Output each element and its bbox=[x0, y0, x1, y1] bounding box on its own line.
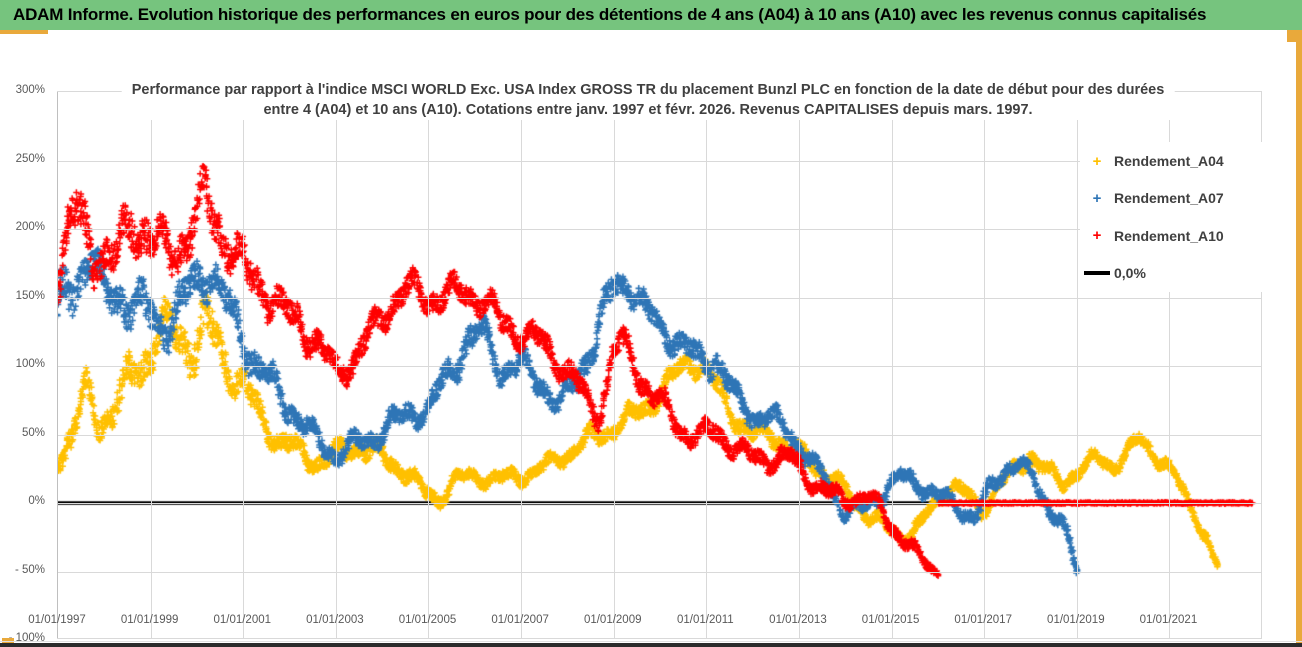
gridline-v bbox=[428, 92, 430, 638]
gridline-v bbox=[243, 92, 245, 638]
window-title: ADAM Informe. Evolution historique des p… bbox=[13, 5, 1207, 24]
y-tick-label: 100% bbox=[15, 358, 45, 370]
x-tick-label: 01/01/2015 bbox=[861, 614, 920, 626]
gridline-v bbox=[1076, 92, 1078, 638]
gridline-v bbox=[798, 92, 800, 638]
legend-plus-marker-icon: + bbox=[1092, 189, 1102, 207]
x-tick-label: 01/01/2005 bbox=[398, 614, 457, 626]
x-tick-label: 01/01/2003 bbox=[306, 614, 364, 626]
gridline-v bbox=[150, 92, 152, 638]
legend-plus-marker-icon: + bbox=[1092, 227, 1102, 245]
gridline-h bbox=[58, 503, 1261, 504]
legend-item[interactable]: 0,0% bbox=[1080, 258, 1264, 288]
gold-border-corner bbox=[1287, 30, 1302, 42]
chart-title-line1: Performance par rapport à l'indice MSCI … bbox=[131, 82, 1165, 98]
y-axis-line bbox=[57, 92, 58, 638]
y-tick-label: 300% bbox=[15, 84, 45, 96]
legend-item[interactable]: + Rendement_A07 bbox=[1080, 183, 1264, 213]
y-tick-label: 250% bbox=[15, 152, 45, 165]
y-tick-label: 0% bbox=[28, 495, 45, 507]
legend-zero-line-icon bbox=[1084, 270, 1110, 275]
gold-border-right bbox=[1296, 30, 1302, 643]
gridline-v bbox=[984, 92, 986, 638]
y-tick-label: 150% bbox=[15, 289, 45, 302]
sheet-row-line bbox=[0, 641, 1302, 642]
y-tick-label: - 50% bbox=[14, 563, 45, 576]
x-tick-label: 01/01/1999 bbox=[120, 614, 179, 626]
gridline-h bbox=[58, 297, 1261, 299]
gridline-v bbox=[335, 92, 337, 638]
x-tick-label: 01/01/2017 bbox=[954, 614, 1012, 626]
x-tick-label: 01/01/2019 bbox=[1047, 614, 1105, 626]
x-tick-label: 01/01/2021 bbox=[1139, 614, 1198, 626]
chart-title: Performance par rapport à l'indice MSCI … bbox=[121, 80, 1175, 120]
legend-plus-marker-icon: + bbox=[1092, 152, 1102, 170]
legend[interactable]: + Rendement_A04 + Rendement_A07 + Rendement_A… bbox=[1080, 142, 1264, 292]
chart-region[interactable]: Performance par rapport à l'indice MSCI … bbox=[0, 30, 1296, 644]
gridline-v bbox=[1169, 92, 1171, 638]
x-tick-label: 01/01/2001 bbox=[213, 614, 272, 626]
gold-border-bottom-square bbox=[2, 638, 14, 646]
legend-item-label: Rendement_A07 bbox=[1114, 190, 1224, 207]
y-tick-label: 200% bbox=[15, 221, 45, 233]
legend-item-label: Rendement_A04 bbox=[1114, 153, 1224, 169]
legend-item-label: Rendement_A10 bbox=[1114, 227, 1224, 244]
plot-area[interactable] bbox=[57, 91, 1263, 640]
x-tick-label: 01/01/2007 bbox=[491, 614, 549, 626]
legend-item[interactable]: + Rendement_A10 bbox=[1080, 221, 1264, 251]
x-tick-label: 01/01/2011 bbox=[676, 614, 734, 626]
x-tick-label: 01/01/1997 bbox=[28, 614, 86, 626]
gridline-h bbox=[58, 434, 1261, 436]
x-tick-label: 01/01/2009 bbox=[583, 614, 642, 626]
chart-title-line2: entre 4 (A04) et 10 ans (A10). Cotations… bbox=[263, 102, 1033, 118]
gridline-v bbox=[891, 92, 893, 638]
legend-item[interactable]: + Rendement_A04 bbox=[1080, 146, 1264, 176]
gridline-v bbox=[521, 92, 523, 638]
gold-border-top-left bbox=[0, 30, 48, 34]
x-tick-label: 01/01/2013 bbox=[769, 614, 827, 626]
gridline-v bbox=[706, 92, 708, 638]
gridline-h bbox=[58, 366, 1261, 367]
gridline-h bbox=[58, 229, 1261, 230]
title-bar: ADAM Informe. Evolution historique des p… bbox=[0, 0, 1302, 30]
gridline-h bbox=[58, 571, 1261, 573]
gridline-v bbox=[613, 92, 615, 638]
bottom-strip bbox=[0, 643, 1302, 647]
gridline-h bbox=[58, 160, 1261, 162]
legend-item-label: 0,0% bbox=[1114, 264, 1146, 281]
y-tick-label: 50% bbox=[21, 426, 45, 439]
